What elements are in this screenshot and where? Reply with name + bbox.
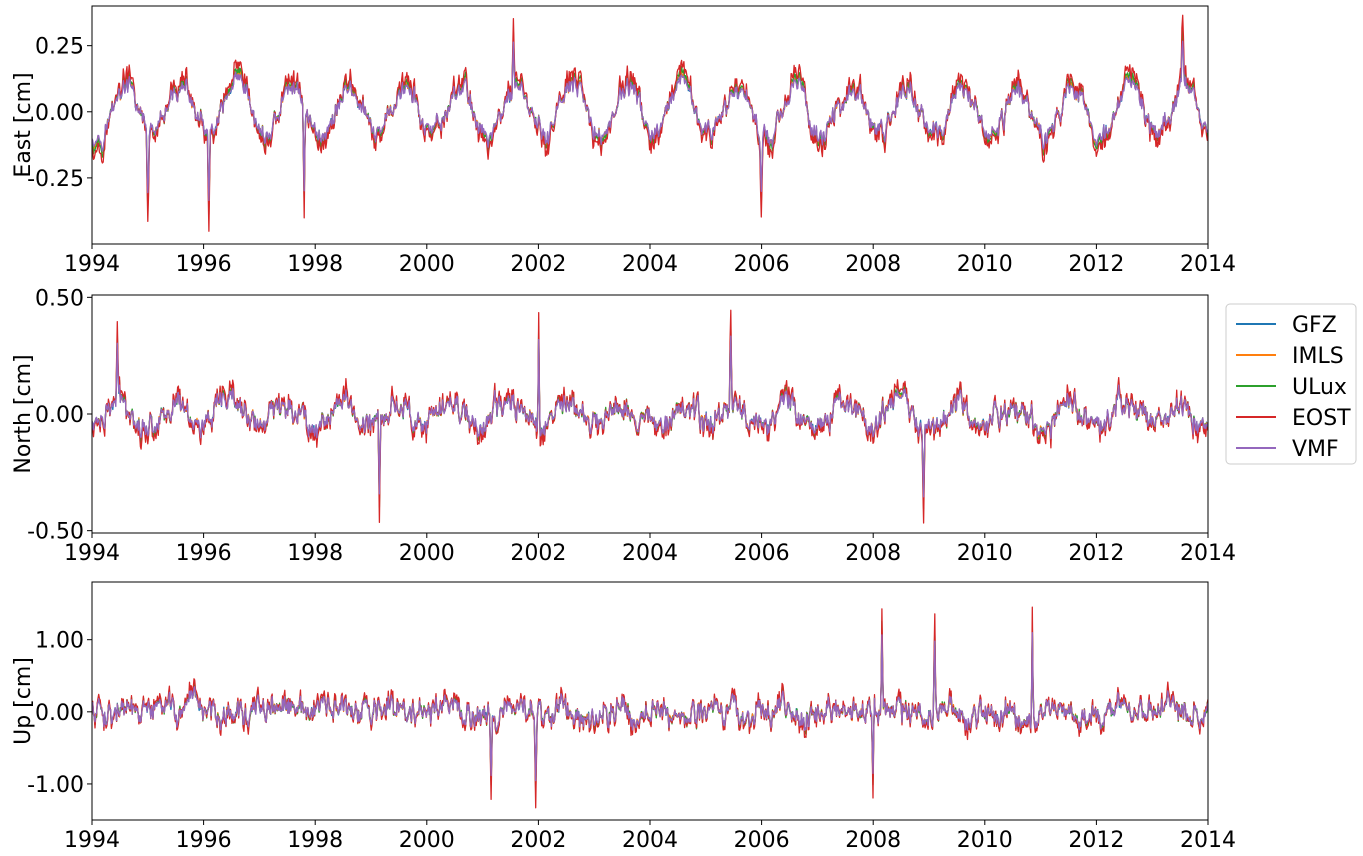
east-xtick-label: 2002 [510, 252, 566, 277]
up-xtick-label: 2006 [734, 828, 790, 853]
up-xtick-label: 2004 [622, 828, 678, 853]
north-xtick-label: 1994 [64, 541, 120, 566]
north-panel: 1994 1996 1998 2000 2002 2004 2006 2008 2010 2012… [11, 286, 1236, 566]
east-xtick-label: 2004 [622, 252, 678, 277]
legend-box [1225, 303, 1357, 465]
east-xtick-label: 2012 [1068, 252, 1124, 277]
north-xtick-label: 1996 [176, 541, 232, 566]
north-xtick-label: 2010 [957, 541, 1013, 566]
north-ytick-label: -0.50 [27, 520, 84, 545]
north-ylabel: North [cm] [11, 354, 36, 473]
north-xtick-label: 1998 [287, 541, 343, 566]
up-xtick-label: 2002 [510, 828, 566, 853]
up-panel: 1994 1996 1998 2000 2002 2004 2006 2008 2010 2012… [11, 581, 1236, 853]
up-ytick-label: 0.00 [35, 701, 84, 726]
up-series-vmf [92, 632, 1208, 782]
north-xtick-label: 2006 [734, 541, 790, 566]
east-xtick-label: 2006 [734, 252, 790, 277]
east-xtick-label: 2010 [957, 252, 1013, 277]
up-series-eost [92, 606, 1208, 809]
up-xtick-label: 1998 [287, 828, 343, 853]
north-xtick-label: 2000 [399, 541, 455, 566]
legend-label-eost: EOST [1292, 406, 1351, 431]
up-ytick-label: 1.00 [35, 629, 84, 654]
north-series-vmf [92, 335, 1208, 498]
north-xtick-label: 2014 [1180, 541, 1236, 566]
east-xtick-label: 1996 [176, 252, 232, 277]
up-ylabel: Up [cm] [11, 657, 36, 745]
up-xtick-label: 2008 [845, 828, 901, 853]
east-xtick-label: 2000 [399, 252, 455, 277]
east-ytick-label: 0.00 [35, 101, 84, 126]
north-xtick-label: 2008 [845, 541, 901, 566]
up-xtick-label: 1996 [176, 828, 232, 853]
up-xtick-label: 2012 [1068, 828, 1124, 853]
east-series-vmf [92, 40, 1208, 201]
up-xtick-label: 2010 [957, 828, 1013, 853]
north-xtick-label: 2012 [1068, 541, 1124, 566]
east-xtick-label: 1998 [287, 252, 343, 277]
north-xtick-label: 2002 [510, 541, 566, 566]
legend-label-ulux: ULux [1292, 375, 1347, 400]
east-ytick-label: 0.25 [35, 35, 84, 60]
east-ytick-label: -0.25 [27, 167, 84, 192]
north-ytick-label: 0.50 [35, 286, 84, 311]
legend-label-imls: IMLS [1292, 344, 1344, 369]
north-xtick-label: 2004 [622, 541, 678, 566]
legend-label-gfz: GFZ [1292, 313, 1337, 338]
legend-label-vmf: VMF [1292, 437, 1339, 462]
east-ylabel: East [cm] [11, 72, 36, 177]
up-xtick-label: 2000 [399, 828, 455, 853]
east-xtick-label: 2014 [1180, 252, 1236, 277]
east-xtick-label: 2008 [845, 252, 901, 277]
legend: GFZ IMLS ULux EOST VMF [1225, 303, 1357, 465]
up-xtick-label: 1994 [64, 828, 120, 853]
up-ytick-label: -1.00 [27, 773, 84, 798]
north-ytick-label: 0.00 [35, 403, 84, 428]
east-panel: 1994 1996 1998 2000 2002 2004 2006 2008 2010 2012… [11, 5, 1236, 277]
east-xtick-label: 1994 [64, 252, 120, 277]
up-xtick-label: 2014 [1180, 828, 1236, 853]
